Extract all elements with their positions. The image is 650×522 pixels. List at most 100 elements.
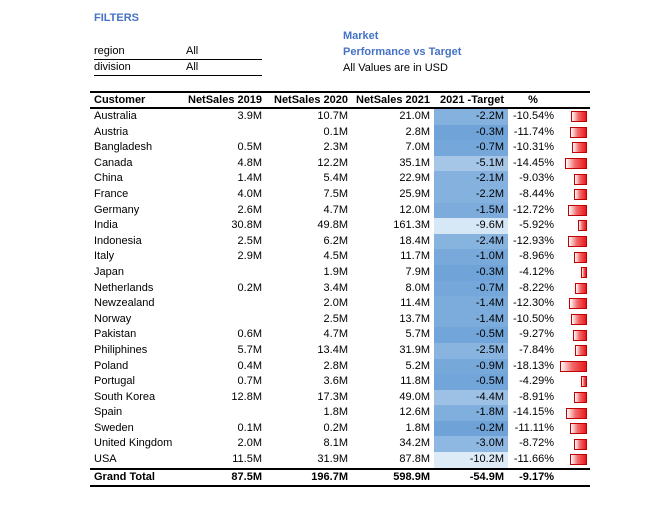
customer-name: Sweden <box>94 421 134 434</box>
grand-total-2020: 196.7M <box>266 467 352 488</box>
percent-bar <box>571 314 587 326</box>
percent-bar-cell <box>558 218 590 234</box>
table-row: Poland 0.4M 2.8M 5.2M -0.9M -18.13% <box>90 358 590 375</box>
target-variance: -10.2M <box>434 452 508 469</box>
table-row: Japan 1.9M 7.9M -0.3M -4.12% <box>90 264 590 281</box>
table-row: India 30.8M 49.8M 161.3M -9.6M -5.92% <box>90 218 590 234</box>
percent-bar-cell <box>558 108 590 125</box>
target-variance: -0.5M <box>434 327 508 343</box>
netsales-2019: 2.0M <box>237 437 262 450</box>
target-variance: -9.6M <box>434 218 508 234</box>
percent-variance: -4.12% <box>519 265 554 278</box>
target-variance: -2.5M <box>434 342 508 359</box>
netsales-2020: 10.7M <box>317 110 348 122</box>
target-variance: -0.3M <box>434 264 508 281</box>
netsales-2020: 2.0M <box>323 297 348 310</box>
grand-total-bar <box>558 467 590 488</box>
target-variance: -1.4M <box>434 296 508 312</box>
netsales-2021: 161.3M <box>393 219 430 232</box>
percent-variance: -10.54% <box>513 110 554 122</box>
percent-bar <box>568 204 587 216</box>
percent-variance: -8.96% <box>519 250 554 263</box>
percent-bar <box>571 111 587 123</box>
netsales-2021: 21.0M <box>399 110 430 122</box>
table-row: China 1.4M 5.4M 22.9M -2.1M -9.03% <box>90 171 590 187</box>
customer-name: United Kingdom <box>94 437 173 450</box>
netsales-2020: 49.8M <box>317 219 348 232</box>
percent-bar-cell <box>558 343 590 359</box>
customer-name: France <box>94 187 129 200</box>
netsales-2019 <box>184 312 266 328</box>
percent-bar-cell <box>558 156 590 172</box>
netsales-2021: 1.8M <box>405 421 430 434</box>
percent-bar <box>571 142 587 154</box>
table-header-row: Customer NetSales 2019 NetSales 2020 Net… <box>90 91 590 109</box>
customer-name: Pakistan <box>94 328 137 341</box>
target-variance: -2.2M <box>434 108 508 125</box>
filter-division-label: division <box>94 61 131 73</box>
header-netsales-2021[interactable]: NetSales 2021 <box>352 91 434 109</box>
table-row: Italy 2.9M 4.5M 11.7M -1.0M -8.96% <box>90 249 590 265</box>
header-customer[interactable]: Customer <box>90 91 184 109</box>
report-title-line1: Market <box>343 30 379 42</box>
table-row: Portugal 0.7M 3.6M 11.8M -0.5M -4.29% <box>90 374 590 390</box>
table-row: Germany 2.6M 4.7M 12.0M -1.5M -12.72% <box>90 202 590 219</box>
customer-name: Newzealand <box>94 297 155 310</box>
percent-bar-cell <box>558 436 590 452</box>
table-row: USA 11.5M 31.9M 87.8M -10.2M -11.66% <box>90 452 590 469</box>
percent-variance: -8.91% <box>519 390 554 403</box>
percent-bar-cell <box>558 203 590 219</box>
table-row: Spain 1.8M 12.6M -1.8M -14.15% <box>90 405 590 421</box>
netsales-2019: 30.8M <box>231 219 262 232</box>
percent-bar <box>570 423 587 435</box>
filter-region[interactable]: region All <box>94 44 262 60</box>
target-variance: -5.1M <box>434 155 508 172</box>
header-netsales-2020[interactable]: NetSales 2020 <box>266 91 352 109</box>
target-variance: -0.5M <box>434 374 508 390</box>
filter-region-value[interactable]: All <box>186 45 199 57</box>
table-row: Australia 3.9M 10.7M 21.0M -2.2M -10.54% <box>90 108 590 125</box>
percent-bar <box>568 298 587 310</box>
netsales-2021: 11.7M <box>400 250 430 263</box>
target-variance: -0.2M <box>434 420 508 437</box>
percent-bar-cell <box>558 390 590 406</box>
netsales-2019: 0.7M <box>237 375 262 388</box>
netsales-2020: 17.3M <box>317 390 348 403</box>
netsales-2020: 4.5M <box>323 250 348 263</box>
filter-division-value[interactable]: All <box>186 61 199 73</box>
percent-bar <box>569 126 587 138</box>
percent-bar <box>567 236 587 248</box>
percent-variance: -18.13% <box>513 359 554 372</box>
customer-name: Japan <box>94 265 124 278</box>
netsales-2019 <box>184 265 266 281</box>
netsales-2019: 12.8M <box>231 390 262 403</box>
netsales-2020: 4.7M <box>323 328 348 341</box>
percent-bar-cell <box>558 327 590 343</box>
table-row: Norway 2.5M 13.7M -1.4M -10.50% <box>90 311 590 328</box>
header-percent[interactable]: % <box>508 91 558 109</box>
netsales-2020: 1.9M <box>323 265 348 278</box>
customer-name: Canada <box>94 156 133 169</box>
netsales-2020: 3.6M <box>323 375 348 388</box>
percent-bar <box>574 282 587 294</box>
percent-bar-cell <box>558 281 590 297</box>
filter-division[interactable]: division All <box>94 60 262 76</box>
table-row: Canada 4.8M 12.2M 35.1M -5.1M -14.45% <box>90 155 590 172</box>
netsales-2020: 0.1M <box>323 125 348 138</box>
percent-variance: -12.30% <box>513 297 554 310</box>
netsales-2019: 4.0M <box>237 187 262 200</box>
percent-variance: -10.50% <box>513 312 554 325</box>
grand-total-target: -54.9M <box>434 467 508 488</box>
target-variance: -1.0M <box>434 249 508 265</box>
percent-bar-cell <box>558 140 590 156</box>
header-2021-target[interactable]: 2021 -Target <box>434 91 508 109</box>
table-row: Newzealand 2.0M 11.4M -1.4M -12.30% <box>90 296 590 312</box>
netsales-2021: 5.7M <box>405 328 430 341</box>
percent-bar-cell <box>558 312 590 328</box>
grand-total-label: Grand Total <box>90 467 184 488</box>
header-netsales-2019[interactable]: NetSales 2019 <box>184 91 266 109</box>
netsales-2021: 25.9M <box>399 187 430 200</box>
customer-name: China <box>94 172 123 185</box>
percent-bar <box>560 360 587 372</box>
table-row: Austria 0.1M 2.8M -0.3M -11.74% <box>90 124 590 141</box>
